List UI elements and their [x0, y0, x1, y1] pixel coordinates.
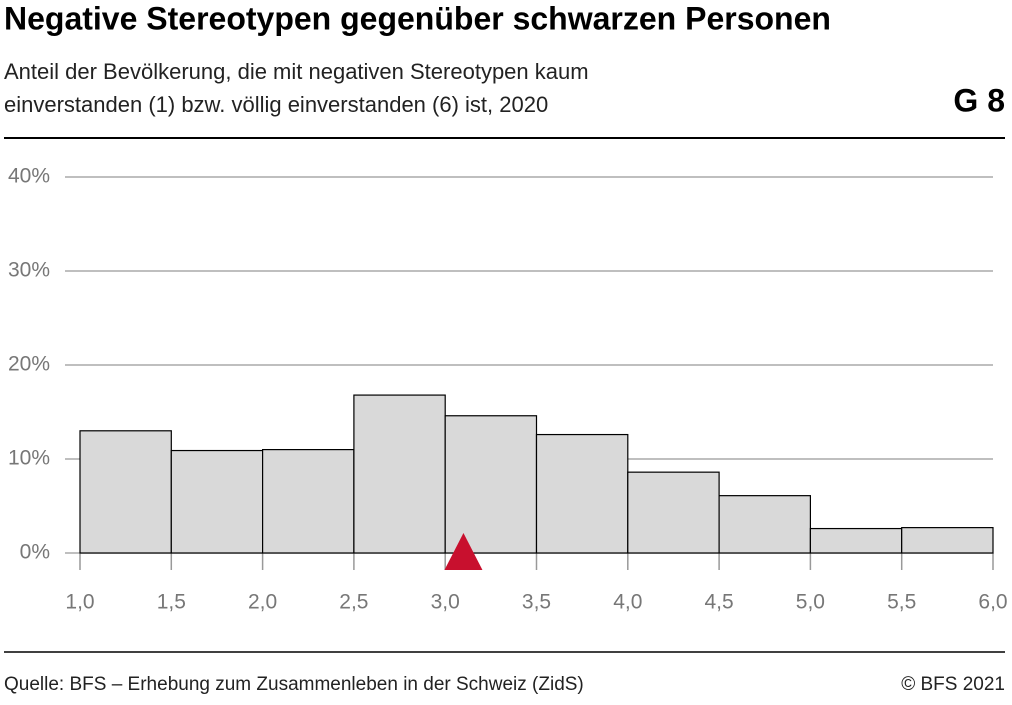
y-tick-label: 30%: [8, 259, 50, 282]
bar: [901, 527, 994, 554]
chart-badge: G 8: [953, 82, 1005, 118]
bar: [170, 449, 264, 554]
y-tick-label: 20%: [8, 353, 50, 376]
x-tick-label: 6,0: [978, 591, 1007, 614]
y-tick-label: 10%: [8, 447, 50, 470]
x-tick-label: 4,5: [704, 591, 733, 614]
y-tick-label: 0%: [20, 541, 50, 564]
bar: [79, 430, 172, 554]
bar: [262, 449, 355, 554]
bar: [627, 471, 720, 554]
chart-title: Negative Stereotypen gegenüber schwarzen…: [4, 0, 831, 36]
y-tick-label: 40%: [8, 165, 50, 188]
x-tick-label: 3,0: [431, 591, 460, 614]
source: Quelle: BFS – Erhebung zum Zusammenleben…: [4, 674, 584, 695]
x-tick-label: 2,0: [248, 591, 277, 614]
bar: [809, 527, 903, 554]
x-tick-label: 5,0: [796, 591, 825, 614]
copyright: © BFS 2021: [901, 674, 1005, 695]
chart-subtitle: einverstanden (1) bzw. völlig einverstan…: [4, 92, 548, 117]
bar: [444, 415, 538, 554]
x-tick-label: 5,5: [887, 591, 916, 614]
x-tick-label: 2,5: [339, 591, 368, 614]
bar: [353, 394, 446, 554]
x-tick-label: 1,5: [157, 591, 186, 614]
x-tick-label: 3,5: [522, 591, 551, 614]
chart-subtitle: Anteil der Bevölkerung, die mit negative…: [4, 59, 589, 84]
mean-marker: [444, 533, 483, 570]
bar: [535, 433, 629, 554]
x-tick-label: 1,0: [65, 591, 94, 614]
x-tick-label: 4,0: [613, 591, 642, 614]
bar: [718, 495, 811, 554]
